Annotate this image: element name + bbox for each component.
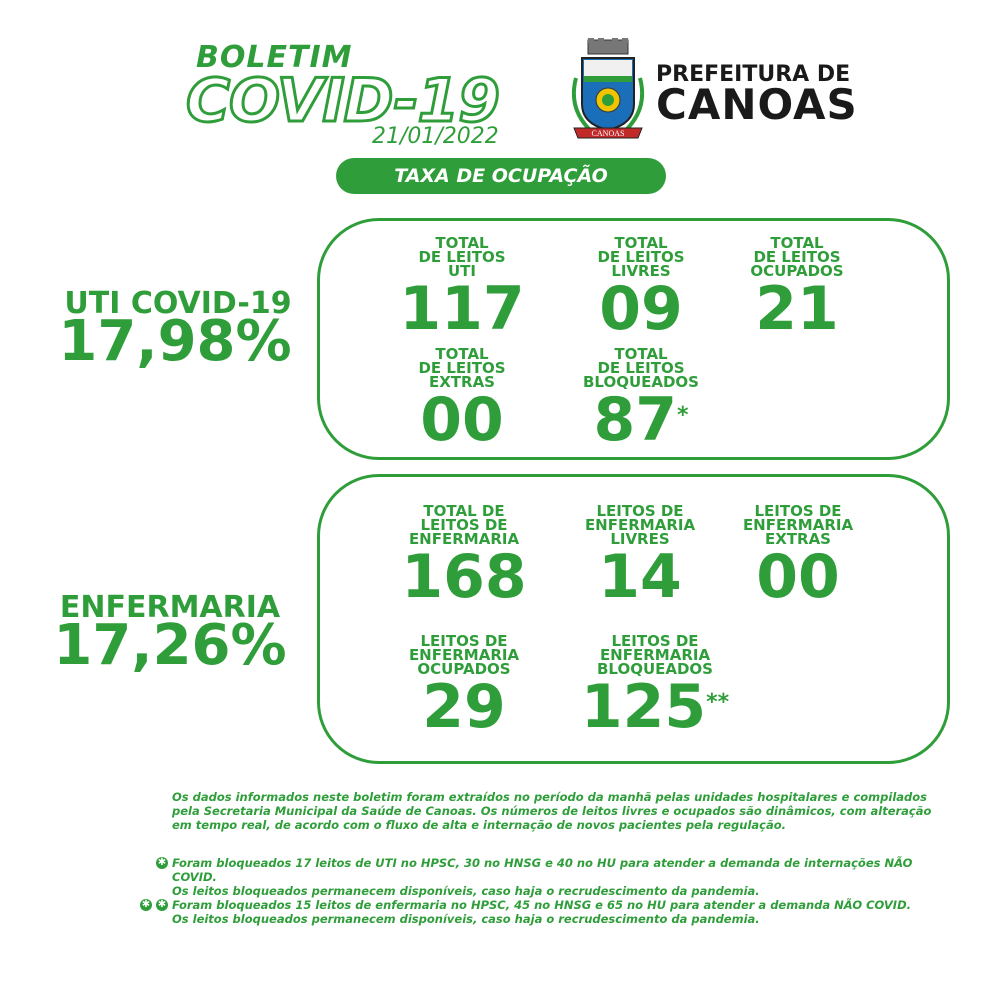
crest-banner-text: CANOAS — [592, 129, 625, 138]
asterisk-bullet-icon: ✱ — [140, 899, 152, 911]
enf-leitos-ocupados: LEITOS DE ENFERMARIA OCUPADOS 29 — [384, 632, 544, 742]
stat-label: TOTAL DE LEITOS UTI — [418, 234, 506, 280]
enf-leitos-bloqueados: LEITOS DE ENFERMARIA BLOQUEADOS 125** — [560, 632, 750, 739]
enf-blocked-note-line2: Os leitos bloqueados permanecem disponív… — [172, 912, 760, 926]
uti-blocked-note: Foram bloqueados 17 leitos de UTI no HPS… — [172, 856, 952, 898]
stat-label: LEITOS DE ENFERMARIA LIVRES — [584, 502, 696, 548]
footnote-mark: ** — [706, 690, 730, 715]
stat-value: 00 — [756, 542, 840, 612]
prefeitura-line1: PREFEITURA DE — [656, 62, 851, 87]
stat-value: 29 — [422, 672, 506, 742]
asterisk-bullet-icon: ✱ — [156, 857, 168, 869]
uti-leitos-bloqueados: TOTAL DE LEITOS BLOQUEADOS 87* — [556, 345, 726, 452]
stat-label: TOTAL DE LEITOS DE ENFERMARIA — [408, 502, 520, 548]
uti-stats-box — [317, 218, 950, 460]
uti-percentage: 17,98% — [58, 309, 292, 374]
uti-leitos-extras: TOTAL DE LEITOS EXTRAS 00 — [392, 345, 532, 455]
enf-blocked-note-line1: Foram bloqueados 15 leitos de enfermaria… — [172, 898, 911, 912]
enf-total-leitos: TOTAL DE LEITOS DE ENFERMARIA 168 — [384, 502, 544, 612]
stat-value: 168 — [401, 542, 527, 612]
stat-value: 21 — [755, 274, 839, 344]
footnote-mark: * — [676, 403, 689, 428]
stat-label: LEITOS DE ENFERMARIA OCUPADOS — [408, 632, 520, 678]
uti-blocked-note-line2: Os leitos bloqueados permanecem disponív… — [172, 884, 760, 898]
uti-blocked-note-line1: Foram bloqueados 17 leitos de UTI no HPS… — [172, 856, 913, 884]
data-source-note: Os dados informados neste boletim foram … — [172, 790, 932, 832]
bulletin-date: 21/01/2022 — [372, 124, 499, 149]
prefeitura-line2: CANOAS — [656, 80, 858, 129]
uti-leitos-ocupados: TOTAL DE LEITOS OCUPADOS 21 — [722, 234, 872, 344]
covid-title: COVID-19 — [185, 65, 502, 138]
stat-value: 117 — [399, 274, 525, 344]
stat-value: 00 — [420, 385, 504, 455]
taxa-ocupacao-banner: TAXA DE OCUPAÇÃO — [336, 158, 666, 194]
enfermaria-percentage: 17,26% — [53, 613, 287, 678]
enf-leitos-extras: LEITOS DE ENFERMARIA EXTRAS 00 — [718, 502, 878, 612]
stat-label: LEITOS DE ENFERMARIA EXTRAS — [742, 502, 854, 548]
uti-leitos-livres: TOTAL DE LEITOS LIVRES 09 — [566, 234, 716, 344]
enfermaria-stats-box — [317, 474, 950, 764]
stat-label: TOTAL DE LEITOS LIVRES — [597, 234, 685, 280]
boletim-title: BOLETIM — [196, 40, 353, 75]
uti-total-leitos: TOTAL DE LEITOS UTI 117 — [392, 234, 532, 344]
stat-value: 09 — [599, 274, 683, 344]
enf-blocked-note: Foram bloqueados 15 leitos de enfermaria… — [172, 898, 952, 926]
stat-label: TOTAL DE LEITOS OCUPADOS — [750, 234, 844, 280]
stat-value: 87 — [593, 385, 677, 455]
asterisk-bullet-icon: ✱ — [156, 899, 168, 911]
stat-label: TOTAL DE LEITOS BLOQUEADOS — [582, 345, 699, 391]
enf-leitos-livres: LEITOS DE ENFERMARIA LIVRES 14 — [560, 502, 720, 612]
canoas-crest-icon: CANOAS — [571, 38, 645, 139]
stat-value: 14 — [598, 542, 682, 612]
uti-title: UTI COVID-19 — [64, 286, 292, 321]
stat-label: TOTAL DE LEITOS EXTRAS — [418, 345, 506, 391]
enfermaria-title: ENFERMARIA — [59, 590, 281, 625]
stat-value: 125 — [580, 672, 707, 742]
stat-label: LEITOS DE ENFERMARIA BLOQUEADOS — [596, 632, 713, 678]
